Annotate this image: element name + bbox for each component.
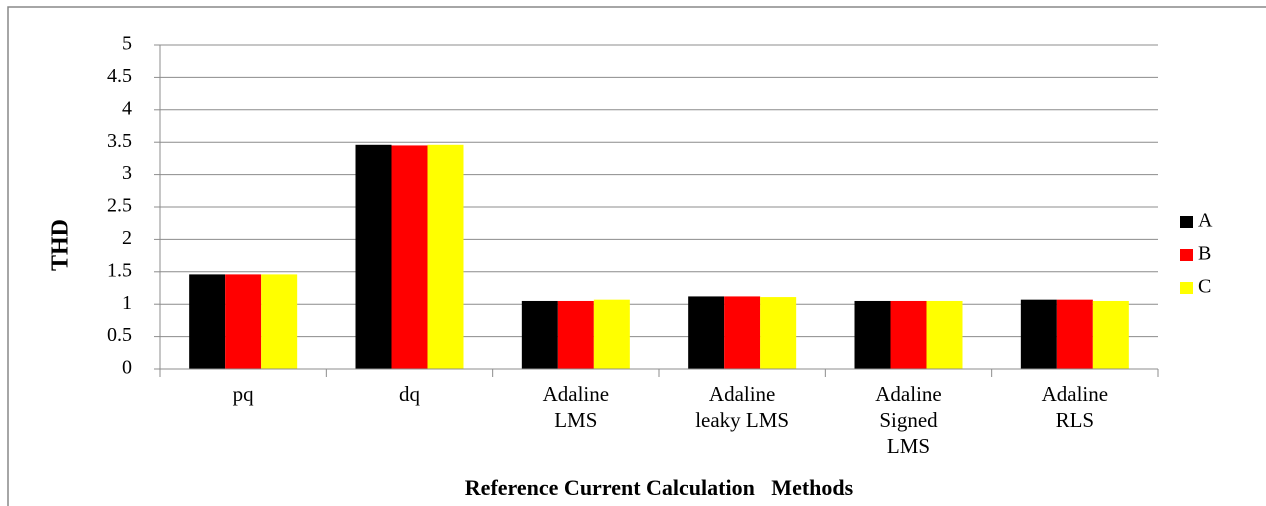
bar <box>593 299 630 369</box>
chart-border <box>7 6 1266 506</box>
x-tick-label: Adaline LMS <box>542 382 610 432</box>
bar <box>854 300 891 369</box>
x-tick-label: dq <box>399 382 420 406</box>
bar <box>1092 300 1129 369</box>
bar <box>225 274 262 369</box>
y-tick-label: 4 <box>122 97 132 119</box>
bar <box>189 274 226 369</box>
x-tick-label: Adaline Signed LMS <box>875 382 942 458</box>
bar <box>760 297 797 369</box>
legend-label: C <box>1198 276 1211 298</box>
x-tick-label: Adaline leaky LMS <box>695 382 790 432</box>
bar <box>355 144 392 369</box>
bar <box>521 300 558 369</box>
y-tick-label: 0.5 <box>107 324 132 346</box>
y-tick-label: 2 <box>122 227 132 249</box>
y-tick-label: 1.5 <box>107 259 132 281</box>
y-tick-label: 0 <box>122 357 132 379</box>
y-tick-label: 2.5 <box>107 195 132 217</box>
bar <box>688 296 725 369</box>
legend-label: B <box>1198 243 1211 265</box>
legend-swatch <box>1180 282 1193 294</box>
y-tick-label: 5 <box>122 33 132 55</box>
bar <box>391 145 428 369</box>
bar <box>557 300 594 369</box>
bar <box>890 300 927 369</box>
legend-label: A <box>1198 210 1213 232</box>
bar <box>261 274 298 369</box>
bar <box>926 300 963 369</box>
y-tick-label: 1 <box>122 292 132 314</box>
y-tick-label: 3.5 <box>107 130 132 152</box>
legend-swatch <box>1180 216 1193 228</box>
bar <box>1056 299 1093 369</box>
x-tick-label: pq <box>232 382 254 406</box>
bar <box>1020 299 1057 369</box>
x-axis-label: Reference Current Calculation Methods <box>465 475 854 500</box>
legend-swatch <box>1180 249 1193 261</box>
y-axis-label: THD <box>48 219 74 271</box>
bar <box>724 296 761 369</box>
y-tick-label: 4.5 <box>107 65 132 87</box>
y-tick-label: 3 <box>122 162 132 184</box>
bar <box>427 144 464 369</box>
x-tick-label: Adaline RLS <box>1041 382 1109 432</box>
